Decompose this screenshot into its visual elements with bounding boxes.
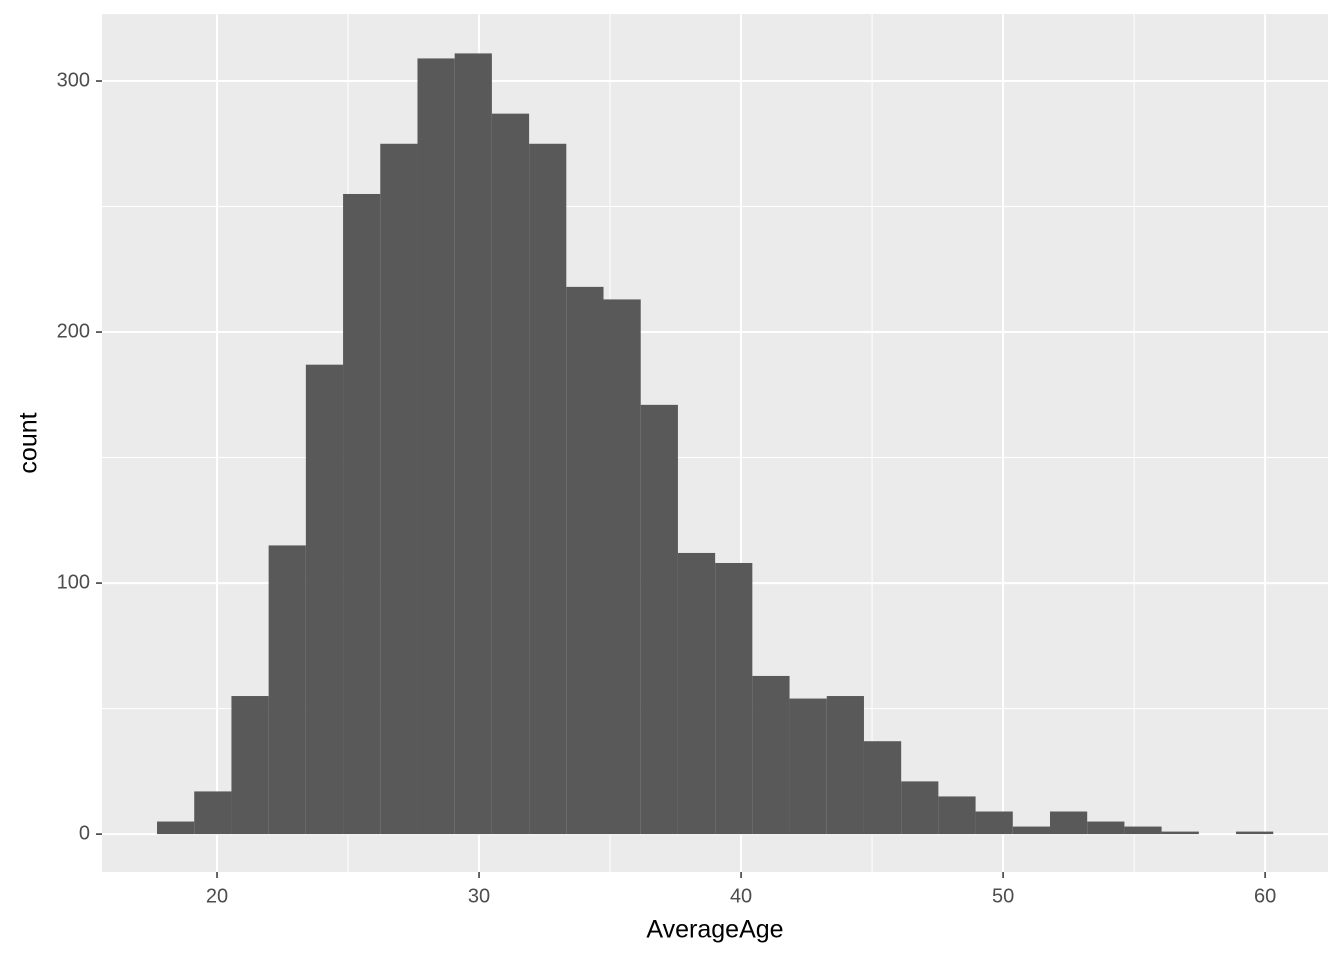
bar: [752, 675, 790, 835]
bar: [157, 821, 195, 835]
bar: [901, 781, 939, 835]
bar: [566, 286, 604, 835]
bar: [380, 143, 418, 835]
bar: [1049, 811, 1088, 835]
bar: [491, 113, 530, 835]
x-tick-label: 20: [206, 885, 228, 907]
bar: [417, 58, 455, 835]
bar: [938, 796, 976, 835]
bar: [975, 811, 1013, 835]
y-tick-label: 100: [57, 571, 90, 593]
x-tick-label: 30: [468, 885, 490, 907]
y-axis-title: count: [15, 412, 43, 473]
bar: [343, 193, 381, 835]
bar: [1124, 826, 1162, 835]
bar: [1161, 831, 1199, 835]
bar: [454, 53, 492, 835]
bar: [305, 364, 344, 835]
y-tick-label: 0: [79, 822, 90, 844]
bar: [677, 552, 716, 835]
bar: [529, 143, 567, 835]
bar: [194, 791, 232, 835]
bar: [1087, 821, 1125, 835]
bar: [603, 299, 641, 835]
y-tick-label: 200: [57, 320, 90, 342]
bar: [640, 404, 678, 835]
bar: [789, 698, 827, 835]
x-tick-label: 40: [730, 885, 752, 907]
x-tick-label: 50: [992, 885, 1014, 907]
bar: [231, 696, 269, 835]
x-axis-title: AverageAge: [646, 916, 783, 944]
x-tick-label: 60: [1254, 885, 1276, 907]
y-tick-label: 300: [57, 69, 90, 91]
bar: [1236, 831, 1274, 835]
bar: [1012, 826, 1050, 835]
bar: [863, 741, 902, 835]
bar: [715, 562, 753, 835]
bar: [826, 696, 864, 835]
bar: [268, 545, 306, 835]
